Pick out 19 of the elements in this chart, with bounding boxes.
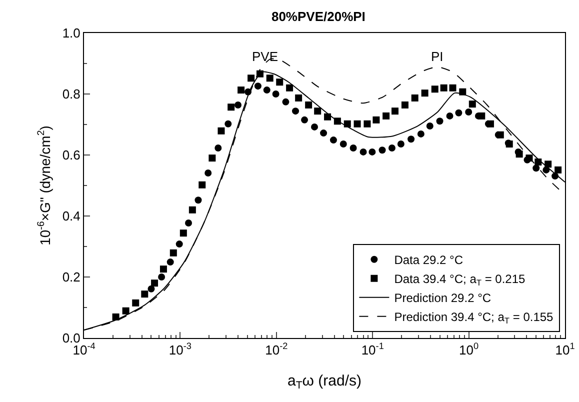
x-tick-label: 10$^{0}$ [459, 341, 479, 358]
x-tick-label: 10$^{-2}$ [265, 341, 288, 358]
chart-title: 80%PVE/20%PI [271, 9, 366, 24]
y-tick-label: 0.6 [62, 148, 80, 163]
legend-label: Prediction 39.4 °C; a$_{T}$ = 0.155 [394, 310, 554, 326]
legend-label: Data 29.2 °C [394, 253, 464, 268]
annotation: PI [431, 49, 444, 64]
x-tick-label: 10$^{-1}$ [361, 341, 384, 358]
legend-label: Prediction 29.2 °C [394, 291, 492, 306]
annotation: PVE [252, 49, 278, 64]
y-tick-label: 0.8 [62, 86, 80, 102]
y-tick-label: 0.4 [62, 208, 80, 224]
x-axis-title: a$_{T}$ω (rad/s) [288, 372, 362, 392]
x-tick-label: 10$^{1}$ [555, 341, 575, 358]
y-tick-label: 0.2 [62, 270, 80, 285]
x-tick-label: 10$^{-3}$ [168, 341, 192, 358]
y-tick-label: 1.0 [62, 26, 80, 41]
legend-label: Data 39.4 °C; a$_{T}$ = 0.215 [394, 272, 526, 288]
y-tick-label: 0.0 [62, 330, 80, 346]
